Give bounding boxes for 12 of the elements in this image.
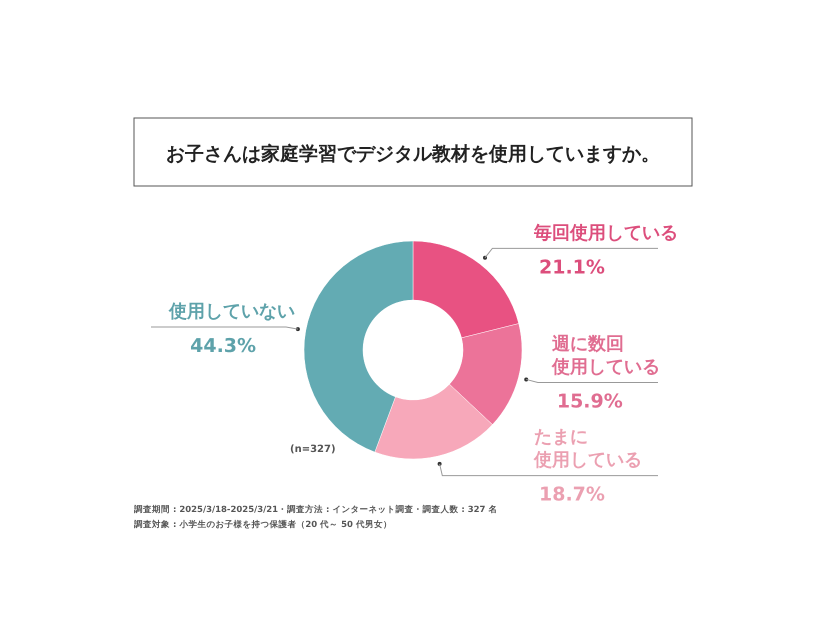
data-label: 15.9%	[556, 390, 623, 412]
slice-label: 毎回使用している	[533, 222, 678, 244]
slice-label: たまに使用している	[533, 426, 642, 471]
data-label: 44.3%	[190, 335, 256, 358]
chart-title: お子さんは家庭学習でデジタル教材を使用していますか。	[166, 143, 660, 165]
text: 調査期間 : 2025/3/18-2025/3/21・調査方法 : インターネット調査・調査人数 : 327 名	[134, 504, 498, 515]
slice-label: 使用していない	[168, 301, 295, 322]
text: (n=327)	[290, 444, 336, 455]
data-label: 21.1%	[539, 256, 605, 278]
data-label: 18.7%	[539, 484, 605, 506]
slice-label: 週に数回使用している	[550, 333, 660, 378]
text: 調査対象 : 小学生のお子様を持つ保護者（20 代～ 50 代男女）	[134, 519, 392, 530]
